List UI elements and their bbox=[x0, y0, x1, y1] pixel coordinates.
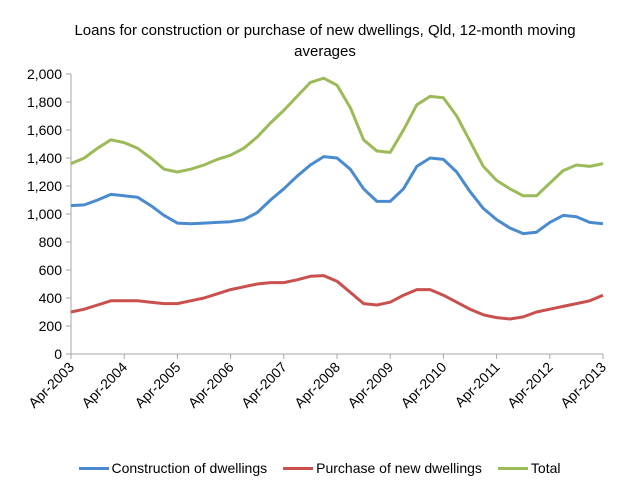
y-tick-label: 0 bbox=[54, 346, 62, 362]
legend-swatch bbox=[78, 466, 109, 470]
legend-label: Construction of dwellings bbox=[111, 460, 268, 476]
chart-title: Loans for construction or purchase of ne… bbox=[74, 22, 576, 60]
legend-label: Total bbox=[530, 460, 561, 476]
y-tick-label: 600 bbox=[39, 262, 63, 278]
y-tick-label: 1,600 bbox=[27, 122, 62, 138]
y-tick-label: 1,000 bbox=[27, 206, 62, 222]
legend-item: Construction of dwellings bbox=[78, 460, 268, 476]
x-tick-label: Apr-2008 bbox=[291, 359, 343, 411]
x-tick-label: Apr-2013 bbox=[557, 359, 609, 411]
y-tick-label: 2,000 bbox=[27, 66, 62, 82]
series-line-2 bbox=[70, 76, 604, 198]
x-tick-label: Apr-2006 bbox=[185, 359, 237, 411]
legend: Construction of dwellings Purchase of new… bbox=[0, 460, 639, 476]
x-tick-label: Apr-2012 bbox=[504, 359, 556, 411]
legend-swatch bbox=[497, 466, 528, 470]
x-tick-label: Apr-2010 bbox=[397, 359, 449, 411]
x-tick-label: Apr-2009 bbox=[344, 359, 396, 411]
x-tick-label: Apr-2007 bbox=[238, 359, 290, 411]
y-tick-label: 1,400 bbox=[27, 150, 62, 166]
series-line-0 bbox=[70, 155, 604, 236]
y-tick-label: 800 bbox=[39, 234, 63, 250]
legend-label: Purchase of new dwellings bbox=[316, 460, 482, 476]
legend-swatch bbox=[283, 466, 314, 470]
y-tick-label: 400 bbox=[39, 290, 63, 306]
y-tick-label: 1,800 bbox=[27, 94, 62, 110]
legend-item: Total bbox=[497, 460, 561, 476]
x-tick-label: Apr-2005 bbox=[131, 359, 183, 411]
series-line-1 bbox=[70, 274, 604, 321]
y-tick-label: 200 bbox=[39, 318, 63, 334]
x-tick-label: Apr-2003 bbox=[25, 359, 77, 411]
y-tick-label: 1,200 bbox=[27, 178, 62, 194]
x-tick-label: Apr-2004 bbox=[78, 359, 130, 411]
legend-item: Purchase of new dwellings bbox=[283, 460, 482, 476]
x-tick-label: Apr-2011 bbox=[451, 359, 502, 410]
